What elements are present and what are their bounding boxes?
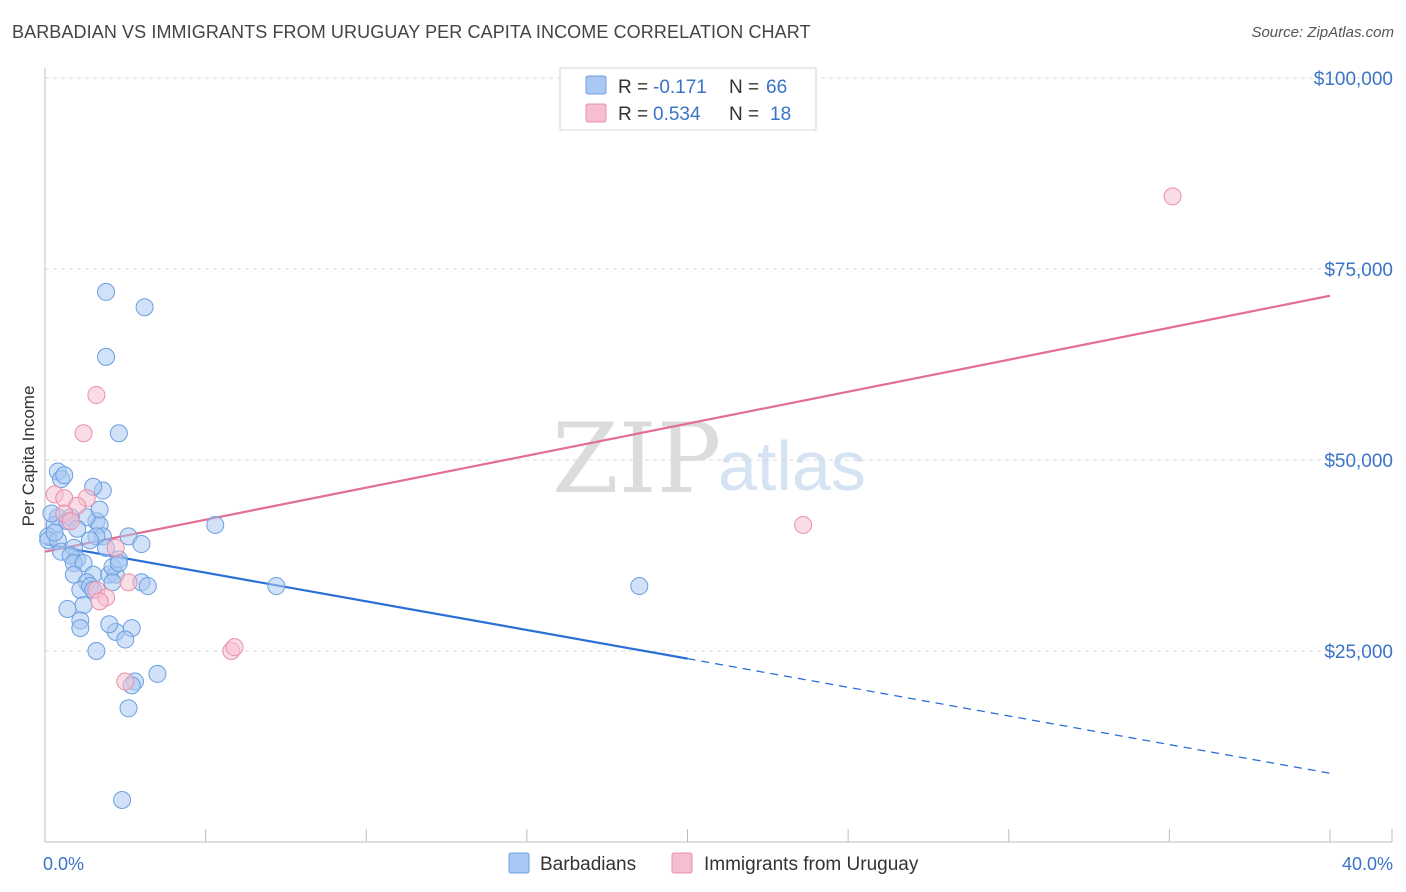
- point-barbadians: [116, 630, 135, 649]
- point-uruguay: [1163, 187, 1182, 206]
- point-barbadians: [97, 282, 116, 301]
- point-barbadians: [206, 515, 225, 534]
- point-uruguay: [90, 592, 109, 611]
- point-barbadians: [109, 424, 128, 443]
- legend-n-value-barbadians: 66: [766, 77, 787, 98]
- point-barbadians: [113, 790, 132, 809]
- point-barbadians: [148, 664, 167, 683]
- point-barbadians: [267, 577, 286, 596]
- x-tick-label-max: 40.0%: [1342, 854, 1393, 874]
- trend-line-barbadians: [44, 542, 688, 660]
- point-barbadians: [87, 642, 106, 660]
- legend-r-label-uruguay: R =: [618, 104, 648, 125]
- legend-top: R = -0.171 N = 66 R = 0.534 N = 18: [559, 67, 817, 131]
- point-uruguay: [794, 515, 813, 534]
- bottom-legend-label-uruguay: Immigrants from Uruguay: [704, 854, 919, 875]
- bottom-legend-swatch-uruguay: [671, 852, 693, 874]
- point-barbadians: [109, 554, 128, 573]
- legend-swatch-uruguay: [585, 103, 607, 123]
- point-uruguay: [106, 538, 125, 557]
- point-barbadians: [630, 577, 649, 596]
- point-barbadians: [71, 619, 90, 638]
- point-uruguay: [87, 386, 106, 405]
- legend-n-label-uruguay: N =: [729, 104, 759, 125]
- tick-labels: $25,000 $50,000 $75,000 $100,000 0.0% 40.0%: [43, 69, 1393, 874]
- point-barbadians: [132, 535, 151, 554]
- point-barbadians: [80, 531, 99, 550]
- watermark-zip-text: ZIP: [552, 403, 721, 515]
- point-barbadians: [58, 599, 77, 618]
- bottom-legend-swatch-barbadians: [508, 852, 530, 874]
- legend-r-label-barbadians: R =: [618, 77, 648, 98]
- bottom-legend-label-barbadians: Barbadians: [540, 854, 636, 875]
- source-credit: Source: ZipAtlas.com: [1251, 24, 1394, 41]
- x-tick-label-min: 0.0%: [43, 854, 84, 874]
- point-barbadians: [74, 554, 93, 573]
- legend-r-value-uruguay: 0.534: [653, 104, 701, 125]
- axes: [44, 68, 1393, 843]
- point-barbadians: [90, 500, 109, 519]
- y-tick-label: $50,000: [1324, 451, 1393, 472]
- legend-n-label-barbadians: N =: [729, 77, 759, 98]
- y-axis-label: Per Capita Income: [19, 386, 38, 527]
- point-barbadians: [45, 523, 64, 542]
- watermark-atlas-text: atlas: [718, 427, 866, 505]
- point-barbadians: [100, 615, 119, 634]
- legend-bottom: Barbadians Immigrants from Uruguay: [508, 852, 919, 875]
- point-barbadians: [55, 466, 74, 485]
- point-barbadians: [138, 577, 157, 596]
- point-barbadians: [119, 699, 138, 718]
- legend-swatch-barbadians: [585, 75, 607, 95]
- point-barbadians: [135, 298, 154, 317]
- point-barbadians: [74, 596, 93, 615]
- point-uruguay: [119, 573, 138, 592]
- trend-line-barbadians-extrapolated: [687, 658, 1331, 774]
- data-points: [39, 187, 1182, 809]
- legend-r-value-barbadians: -0.171: [653, 77, 707, 98]
- chart-title: BARBADIAN VS IMMIGRANTS FROM URUGUAY PER…: [12, 22, 811, 42]
- point-barbadians: [97, 347, 116, 366]
- y-tick-label: $75,000: [1324, 260, 1393, 281]
- trend-lines: [44, 294, 1331, 774]
- point-barbadians: [103, 573, 122, 592]
- point-uruguay: [61, 512, 80, 531]
- legend-n-value-uruguay: 18: [770, 104, 791, 125]
- point-uruguay: [116, 672, 135, 691]
- point-uruguay: [74, 424, 93, 443]
- point-uruguay: [225, 638, 244, 657]
- gridlines: [45, 77, 1392, 652]
- y-tick-label: $25,000: [1324, 642, 1393, 663]
- y-tick-label: $100,000: [1314, 69, 1393, 90]
- trend-line-uruguay: [44, 294, 1331, 553]
